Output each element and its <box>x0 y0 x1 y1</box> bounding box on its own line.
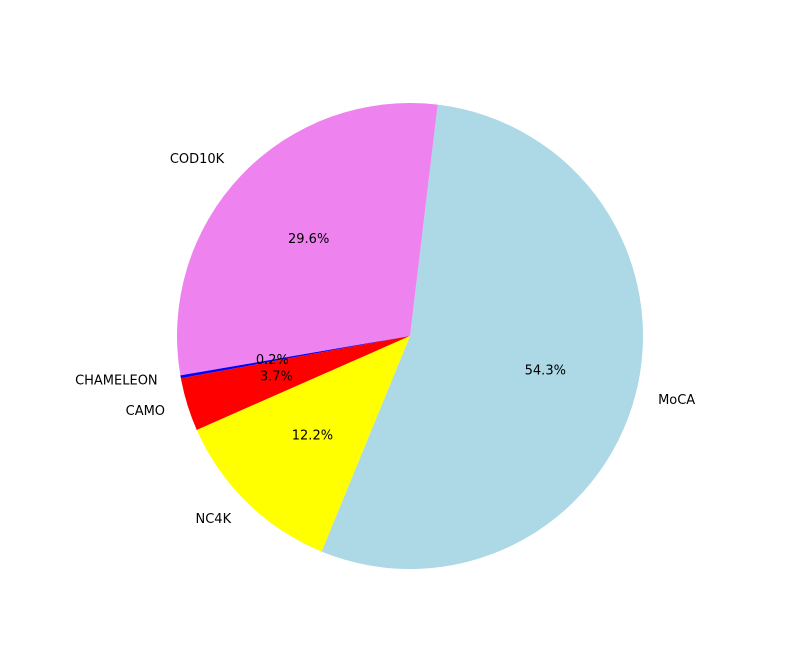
pie-slice-moca <box>321 104 643 569</box>
slice-percent-chameleon: 0.2% <box>256 353 289 368</box>
pie-slice-chameleon <box>180 336 410 379</box>
pie-labels: MoCA 54.3% COD10K 29.6% CHAMELEON 0.2% CAMO 3.7… <box>75 152 695 527</box>
slice-percent-camo: 3.7% <box>260 370 293 385</box>
pie-slice-nc4k <box>196 336 410 552</box>
slice-percent-nc4k: 12.2% <box>292 429 333 444</box>
slice-percent-cod10k: 29.6% <box>288 232 329 247</box>
slice-label-moca: MoCA <box>658 393 695 408</box>
slice-label-cod10k: COD10K <box>170 152 225 167</box>
slice-label-camo: CAMO <box>126 404 165 419</box>
pie-slice-camo <box>180 336 410 430</box>
slice-percent-moca: 54.3% <box>525 364 566 379</box>
slice-label-chameleon: CHAMELEON <box>75 373 158 388</box>
slice-label-nc4k: NC4K <box>196 512 232 527</box>
pie-slice-cod10k <box>176 102 438 376</box>
pie-slices <box>176 102 643 569</box>
